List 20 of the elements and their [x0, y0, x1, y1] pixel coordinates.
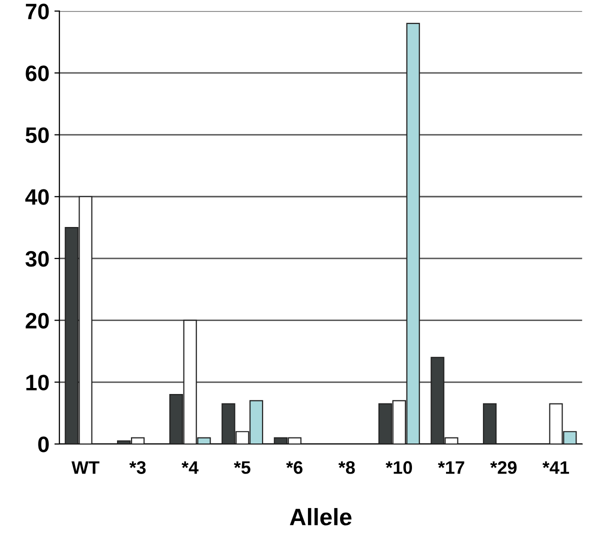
y-tick-label: 10: [26, 374, 49, 390]
y-tick-label: 40: [25, 189, 49, 205]
x-axis-title: Allele: [290, 508, 352, 526]
x-tick-label: *3: [129, 461, 146, 474]
x-tick-label: WT: [72, 461, 100, 474]
y-tick-label: 0: [38, 436, 49, 452]
x-tick-label: *29: [490, 461, 517, 474]
x-tick-label: *4: [182, 461, 199, 474]
x-tick-label: *5: [234, 461, 250, 474]
y-tick-label: 50: [26, 127, 49, 144]
y-tick-label: 60: [26, 65, 49, 82]
y-tick-label: 20: [26, 312, 49, 329]
y-tick-label: 70: [26, 4, 49, 20]
y-tick-label: 30: [25, 251, 49, 267]
x-tick-label: *41: [542, 461, 570, 474]
bar: [482, 403, 497, 444]
x-tick-label: *6: [286, 461, 303, 474]
x-tick-label: *10: [386, 461, 412, 474]
x-tick-label: *17: [438, 461, 464, 474]
x-tick-label: *8: [338, 461, 355, 474]
